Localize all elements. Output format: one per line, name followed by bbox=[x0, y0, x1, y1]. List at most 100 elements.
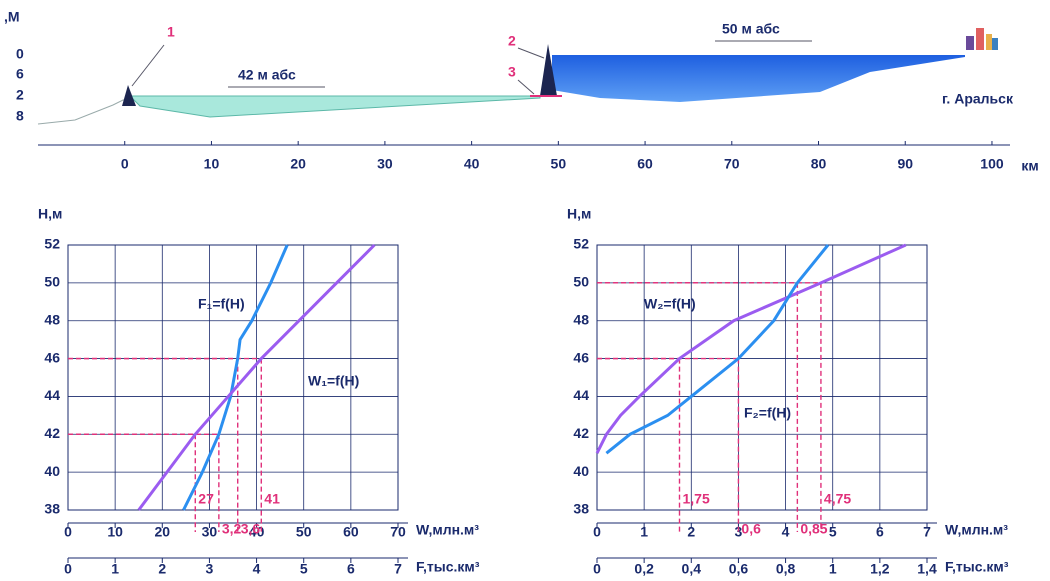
y-tick-label: 42 bbox=[573, 425, 589, 441]
x2-tick-label: 2 bbox=[158, 561, 166, 577]
guide-label: 27 bbox=[198, 491, 214, 507]
series-line bbox=[595, 243, 907, 454]
building bbox=[976, 28, 984, 50]
guide-label: 1,75 bbox=[683, 491, 710, 507]
dam bbox=[122, 85, 136, 106]
guide-label: 4,75 bbox=[824, 491, 851, 507]
x-tick-label: 0 bbox=[64, 524, 72, 540]
x-tick-label: 10 bbox=[204, 156, 220, 172]
y-tick-label: 8 bbox=[16, 108, 24, 124]
annotation: 3 bbox=[508, 64, 516, 80]
x-tick-label: 50 bbox=[551, 156, 567, 172]
y-tick-label: 40 bbox=[573, 463, 589, 479]
series-line bbox=[182, 244, 289, 511]
x-tick-label: 0 bbox=[593, 524, 601, 540]
x-tick-label: 20 bbox=[154, 524, 170, 540]
x-tick-label: 10 bbox=[107, 524, 123, 540]
guide-label: 3,6 bbox=[241, 521, 261, 537]
x-tick-label: 30 bbox=[377, 156, 393, 172]
x2-tick-label: 1,2 bbox=[870, 561, 890, 577]
series-name: F₂=f(H) bbox=[744, 405, 791, 421]
plot-frame bbox=[596, 244, 928, 511]
leader bbox=[517, 79, 535, 95]
guide-label: 41 bbox=[264, 491, 280, 507]
y-tick-label: 48 bbox=[44, 311, 60, 327]
y-tick-label: 44 bbox=[573, 387, 589, 403]
x2-tick-label: 1,4 bbox=[917, 561, 937, 577]
x2-tick-label: 1 bbox=[829, 561, 837, 577]
x2-tick-label: 0,4 bbox=[682, 561, 702, 577]
annotation: г. Аральск bbox=[942, 91, 1014, 107]
x2-tick-label: 0,8 bbox=[776, 561, 796, 577]
y-axis-label: H,м bbox=[38, 206, 62, 222]
x2-tick-label: 1 bbox=[111, 561, 119, 577]
y-tick-label: 52 bbox=[44, 236, 60, 252]
x-tick-label: 60 bbox=[343, 524, 359, 540]
annotation: 2 bbox=[508, 33, 516, 49]
x2-tick-label: 4 bbox=[253, 561, 261, 577]
x-tick-label: 3 bbox=[735, 524, 743, 540]
x-tick-label: 100 bbox=[980, 156, 1004, 172]
x2-tick-label: 0,2 bbox=[634, 561, 654, 577]
x-tick-label: 60 bbox=[637, 156, 653, 172]
y-tick-label: 2 bbox=[16, 87, 24, 103]
x2-axis-label: F,тыс.км³ bbox=[416, 559, 480, 575]
y-tick-label: 40 bbox=[44, 463, 60, 479]
annotation: 1 bbox=[167, 24, 175, 40]
lower-lake bbox=[128, 95, 541, 118]
y-tick-label: 46 bbox=[44, 349, 60, 365]
y-tick-label: 50 bbox=[573, 274, 589, 290]
x2-tick-label: 0,6 bbox=[729, 561, 749, 577]
y-tick-label: 0 bbox=[16, 46, 24, 62]
y-tick-label: 6 bbox=[16, 66, 24, 82]
guide-label: 0,6 bbox=[741, 521, 761, 537]
x-tick-label: 6 bbox=[876, 524, 884, 540]
annotation: 42 м абс bbox=[238, 67, 296, 83]
ground bbox=[37, 99, 130, 125]
x-tick-label: 5 bbox=[829, 524, 837, 540]
series-line bbox=[137, 243, 376, 511]
y-tick-label: 50 bbox=[44, 274, 60, 290]
x-tick-label: 70 bbox=[724, 156, 740, 172]
x2-tick-label: 7 bbox=[394, 561, 402, 577]
x2-tick-label: 6 bbox=[347, 561, 355, 577]
x-axis-label: км bbox=[1021, 158, 1038, 174]
x-tick-label: 0 bbox=[121, 156, 129, 172]
y-tick-label: 44 bbox=[44, 387, 60, 403]
x-axis-label: W,млн.м³ bbox=[945, 522, 1008, 538]
x-tick-label: 80 bbox=[811, 156, 827, 172]
x-tick-label: 90 bbox=[897, 156, 913, 172]
x2-tick-label: 3 bbox=[206, 561, 214, 577]
x-tick-label: 4 bbox=[782, 524, 790, 540]
leader bbox=[517, 47, 545, 59]
x-axis-label: W,млн.м³ bbox=[416, 522, 479, 538]
profile-shapes bbox=[37, 28, 1010, 146]
building bbox=[966, 36, 974, 50]
y-tick-label: 52 bbox=[573, 236, 589, 252]
x-tick-label: 20 bbox=[290, 156, 306, 172]
dam bbox=[540, 44, 557, 96]
series-name: W₁=f(H) bbox=[308, 373, 359, 389]
x2-tick-label: 0 bbox=[64, 561, 72, 577]
y-tick-label: 38 bbox=[44, 501, 60, 517]
y-axis-label: ,М bbox=[4, 9, 20, 25]
x-tick-label: 7 bbox=[923, 524, 931, 540]
x-tick-label: 40 bbox=[464, 156, 480, 172]
guide-label: 3,2 bbox=[222, 521, 242, 537]
x2-tick-label: 5 bbox=[300, 561, 308, 577]
y-tick-label: 48 bbox=[573, 311, 589, 327]
guide-label: 0,85 bbox=[800, 521, 827, 537]
x2-tick-label: 0 bbox=[593, 561, 601, 577]
series-name: F₁=f(H) bbox=[198, 296, 245, 312]
upper-lake bbox=[552, 55, 965, 102]
x-tick-label: 70 bbox=[390, 524, 406, 540]
x-tick-label: 1 bbox=[640, 524, 648, 540]
x-tick-label: 30 bbox=[202, 524, 218, 540]
building bbox=[986, 34, 992, 50]
y-tick-label: 46 bbox=[573, 349, 589, 365]
series-line bbox=[605, 244, 830, 455]
building bbox=[992, 38, 998, 50]
x-tick-label: 50 bbox=[296, 524, 312, 540]
y-tick-label: 38 bbox=[573, 501, 589, 517]
